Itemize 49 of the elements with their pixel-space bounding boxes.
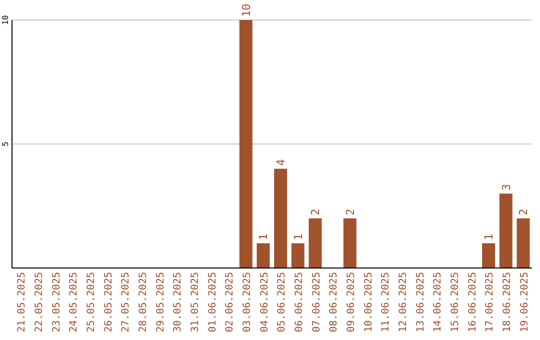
data-label: 1 — [292, 234, 305, 240]
x-tick-label: 23.05.2025 — [51, 272, 62, 332]
data-label: 2 — [344, 208, 357, 216]
x-tick-label: 08.06.2025 — [328, 272, 340, 332]
data-label: 2 — [517, 208, 530, 216]
x-tick-label: 17.06.2025 — [484, 272, 496, 332]
x-tick-label: 30.05.2025 — [172, 272, 184, 332]
x-tick-label: 31.05.2025 — [190, 272, 201, 332]
x-tick-label: 28.05.2025 — [138, 272, 149, 332]
data-label: 1 — [482, 234, 496, 240]
x-tick-label: 24.05.2025 — [68, 272, 80, 332]
bar — [308, 218, 322, 268]
x-tick-label: 27.05.2025 — [120, 272, 132, 332]
x-tick-label: 26.05.2025 — [103, 272, 114, 332]
x-tick-label: 01.06.2025 — [207, 272, 218, 332]
x-tick-label: 19.06.2025 — [519, 272, 530, 332]
x-tick-label: 14.06.2025 — [432, 272, 444, 332]
x-tick-label: 29.05.2025 — [155, 272, 166, 332]
x-tick-label: 04.06.2025 — [259, 272, 270, 332]
x-tick-label: 22.05.2025 — [34, 272, 45, 332]
x-tick-label: 11.06.2025 — [380, 272, 392, 332]
bar — [343, 218, 356, 268]
x-tick-label: 18.06.2025 — [502, 272, 513, 332]
bar — [482, 243, 496, 268]
data-label: 2 — [309, 208, 322, 216]
x-tick-label: 13.06.2025 — [415, 272, 426, 332]
bar — [256, 243, 270, 268]
x-tick-label: 05.06.2025 — [276, 272, 288, 332]
data-label: 4 — [274, 158, 288, 166]
x-tick-label: 09.06.2025 — [346, 272, 357, 332]
x-tick-label: 12.06.2025 — [398, 272, 409, 332]
x-tick-label: 21.05.2025 — [16, 272, 28, 332]
bar — [239, 20, 252, 268]
bar — [516, 218, 530, 268]
bar — [274, 168, 288, 268]
x-tick-label: 03.06.2025 — [242, 272, 253, 332]
x-tick-label: 07.06.2025 — [311, 272, 322, 332]
x-tick-label: 16.06.2025 — [467, 272, 478, 332]
x-tick-label: 15.06.2025 — [450, 272, 461, 332]
x-tick-label: 02.06.2025 — [224, 272, 236, 332]
bar — [291, 243, 304, 268]
x-tick-label: 06.06.2025 — [294, 272, 305, 332]
data-label: 10 — [240, 4, 253, 17]
data-label: 3 — [500, 184, 513, 191]
bar — [499, 194, 512, 268]
data-label: 1 — [257, 234, 270, 240]
x-tick-label: 25.05.2025 — [86, 272, 97, 332]
y-tick-label: 5 — [1, 141, 10, 146]
x-tick-label: 10.06.2025 — [363, 272, 374, 332]
